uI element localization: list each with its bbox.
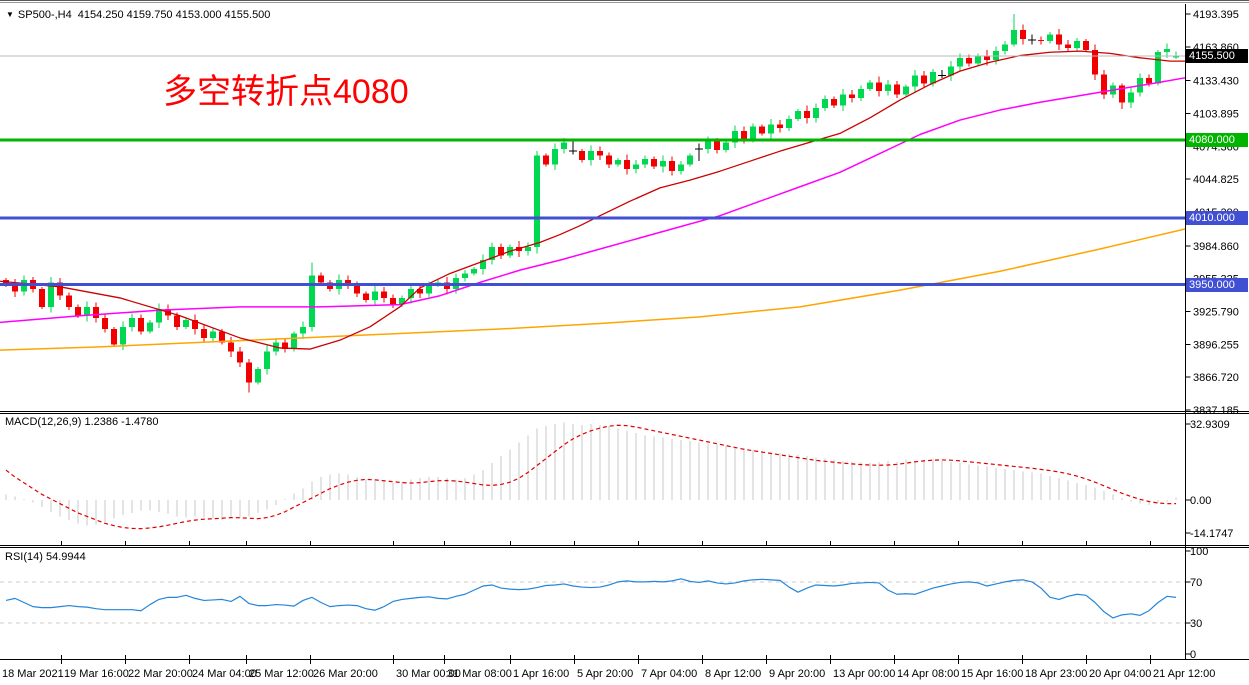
rsi-axis[interactable]: 100 70 30 0 — [1185, 546, 1209, 661]
svg-text:31 Mar 08:00: 31 Mar 08:00 — [447, 668, 512, 680]
svg-text:9 Apr 20:00: 9 Apr 20:00 — [769, 668, 825, 680]
rsi-level-lines — [0, 581, 1185, 624]
svg-text:22 Mar 20:00: 22 Mar 20:00 — [128, 668, 193, 680]
macd-signal-line — [5, 424, 1177, 530]
rsi-values: 54.9944 — [45, 551, 86, 563]
ma-slow-line — [0, 228, 1186, 351]
current-price-badge: 4155.500 — [1186, 49, 1248, 63]
window-top-border — [0, 0, 1249, 4]
macd-name: MACD(12,26,9) — [5, 416, 82, 428]
svg-text:30: 30 — [1190, 618, 1202, 630]
svg-text:18 Mar 2021: 18 Mar 2021 — [2, 668, 64, 680]
svg-text:8 Apr 12:00: 8 Apr 12:00 — [705, 668, 761, 680]
ma-fast-line — [0, 50, 1185, 350]
chart-annotation-text: 多空转折点4080 — [163, 73, 409, 111]
svg-text:0.00: 0.00 — [1190, 495, 1211, 507]
svg-text:18 Apr 23:00: 18 Apr 23:00 — [1025, 668, 1087, 680]
symbol-name: SP500-,H4 — [17, 9, 72, 21]
ma-mid-line — [0, 77, 1186, 324]
svg-text:32.9309: 32.9309 — [1190, 419, 1230, 431]
svg-text:1 Apr 16:00: 1 Apr 16:00 — [513, 668, 569, 680]
svg-text:3896.255: 3896.255 — [1193, 339, 1239, 351]
svg-text:21 Apr 12:00: 21 Apr 12:00 — [1153, 668, 1215, 680]
macd-indicator-label: MACD(12,26,9) 1.2386 -1.4780 — [5, 416, 159, 428]
green-hline-badge: 4080.000 — [1186, 133, 1248, 147]
svg-text:0: 0 — [1190, 649, 1196, 661]
svg-text:26 Mar 20:00: 26 Mar 20:00 — [313, 668, 378, 680]
candlestick-series — [3, 13, 1179, 393]
svg-text:3866.720: 3866.720 — [1193, 372, 1239, 384]
svg-text:19 Mar 16:00: 19 Mar 16:00 — [64, 668, 129, 680]
rsi-line — [5, 578, 1177, 619]
svg-text:7 Apr 04:00: 7 Apr 04:00 — [641, 668, 697, 680]
time-axis[interactable]: 18 Mar 2021 19 Mar 16:00 22 Mar 20:00 24 Ma… — [0, 541, 1215, 680]
svg-text:4044.825: 4044.825 — [1193, 174, 1239, 186]
svg-text:25 Mar 12:00: 25 Mar 12:00 — [249, 668, 314, 680]
svg-text:24 Mar 04:00: 24 Mar 04:00 — [192, 668, 257, 680]
svg-text:100: 100 — [1190, 546, 1208, 558]
svg-text:3984.860: 3984.860 — [1193, 241, 1239, 253]
svg-text:3837.185: 3837.185 — [1193, 405, 1239, 417]
svg-text:4133.430: 4133.430 — [1193, 76, 1239, 88]
macd-axis[interactable]: 32.9309 0.00 -14.1747 — [1185, 419, 1234, 540]
symbol-info: ▼ SP500-,H4 4154.250 4159.750 4153.000 415… — [6, 9, 270, 21]
symbol-ohlc-values: 4154.250 4159.750 4153.000 4155.500 — [77, 9, 271, 21]
rsi-name: RSI(14) — [5, 551, 43, 563]
svg-text:13 Apr 00:00: 13 Apr 00:00 — [833, 668, 895, 680]
macd-values: 1.2386 -1.4780 — [84, 416, 159, 428]
rsi-indicator-label: RSI(14) 54.9944 — [5, 551, 86, 563]
macd-histogram — [5, 422, 1177, 526]
svg-text:14 Apr 08:00: 14 Apr 08:00 — [897, 668, 959, 680]
svg-text:15 Apr 16:00: 15 Apr 16:00 — [961, 668, 1023, 680]
svg-text:20 Apr 04:00: 20 Apr 04:00 — [1089, 668, 1151, 680]
svg-text:70: 70 — [1190, 577, 1202, 589]
svg-text:5 Apr 20:00: 5 Apr 20:00 — [577, 668, 633, 680]
svg-text:30 Mar 00:00: 30 Mar 00:00 — [396, 668, 461, 680]
svg-text:4103.895: 4103.895 — [1193, 108, 1239, 120]
svg-text:4193.395: 4193.395 — [1193, 9, 1239, 21]
svg-text:-14.1747: -14.1747 — [1190, 528, 1233, 540]
blue-hline-badge-1: 4010.000 — [1186, 211, 1248, 225]
symbol-marker-icon: ▼ — [6, 10, 14, 19]
svg-text:3925.790: 3925.790 — [1193, 307, 1239, 319]
blue-hline-badge-2: 3950.000 — [1186, 278, 1248, 292]
